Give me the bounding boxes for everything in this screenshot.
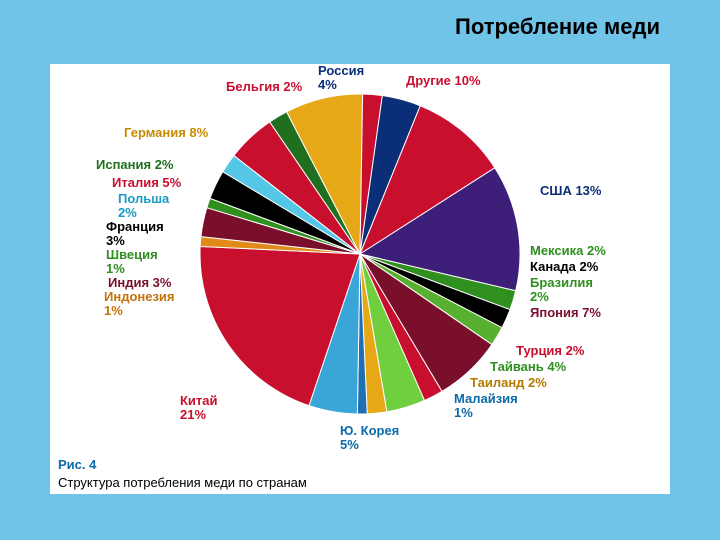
- slice-label-poland: Польша2%: [118, 192, 169, 219]
- slice-label-spain: Испания 2%: [96, 158, 174, 172]
- slice-label-skorea: Ю. Корея5%: [340, 424, 399, 451]
- slice-label-china: Китай21%: [180, 394, 218, 421]
- slice-label-italy: Италия 5%: [112, 176, 181, 190]
- slice-label-turkey: Турция 2%: [516, 344, 584, 358]
- slice-label-malaysia: Малайзия1%: [454, 392, 518, 419]
- slice-label-germany: Германия 8%: [124, 126, 208, 140]
- slice-label-japan: Япония 7%: [530, 306, 601, 320]
- figure-caption: Структура потребления меди по странам: [58, 475, 307, 490]
- slice-label-indonesia: Индонезия1%: [104, 290, 175, 317]
- page-frame: Потребление меди Россия4% Другие 10% США 1…: [0, 0, 720, 540]
- slice-label-usa: США 13%: [540, 184, 601, 198]
- slice-label-taiwan: Тайвань 4%: [490, 360, 566, 374]
- slice-label-russia: Россия4%: [318, 64, 364, 91]
- figure-number: Рис. 4: [58, 457, 96, 472]
- slice-label-belgium: Бельгия 2%: [226, 80, 302, 94]
- slice-label-brazil: Бразилия2%: [530, 276, 593, 303]
- chart-container: Россия4% Другие 10% США 13% Мексика 2% Канад…: [50, 64, 670, 494]
- slice-label-france: Франция3%: [106, 220, 164, 247]
- slice-label-other: Другие 10%: [406, 74, 481, 88]
- slice-label-thailand: Таиланд 2%: [470, 376, 547, 390]
- page-title: Потребление меди: [455, 14, 660, 40]
- slice-label-india: Индия 3%: [108, 276, 171, 290]
- slice-label-canada: Канада 2%: [530, 260, 598, 274]
- slice-label-mexico: Мексика 2%: [530, 244, 606, 258]
- slice-label-sweden: Швеция1%: [106, 248, 158, 275]
